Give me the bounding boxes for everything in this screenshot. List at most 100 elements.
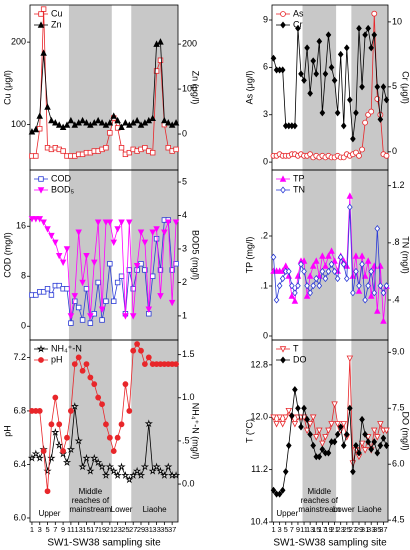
marker — [319, 440, 326, 448]
legend-label: BOD₅ — [51, 184, 75, 194]
y2-tick-label: 6.0 — [392, 459, 405, 469]
marker — [377, 282, 384, 290]
marker — [334, 109, 341, 117]
marker — [122, 313, 129, 320]
marker — [301, 404, 307, 412]
marker — [87, 374, 94, 381]
marker — [304, 282, 310, 290]
marker — [103, 145, 109, 151]
marker — [75, 229, 82, 236]
x-tick-label: 33 — [152, 525, 160, 534]
marker — [343, 275, 350, 283]
y-tick-label: 0 — [263, 156, 268, 166]
legend-marker — [280, 356, 286, 364]
marker — [91, 259, 98, 267]
marker — [126, 408, 133, 414]
region-label: mainstream — [69, 505, 111, 514]
marker — [371, 427, 378, 435]
y-tick-label: 8 — [21, 271, 26, 281]
y-tick-label: 11.2 — [251, 464, 268, 474]
y2-tick-label: 1.5 — [182, 349, 195, 359]
marker — [169, 267, 175, 273]
y2-tick-label: 7.5 — [392, 403, 405, 413]
marker — [83, 286, 90, 292]
marker — [352, 252, 360, 259]
marker — [130, 347, 137, 354]
marker — [319, 445, 326, 453]
marker — [56, 282, 62, 289]
x-tick-label: 31 — [145, 525, 153, 534]
marker — [60, 148, 66, 154]
legend-label: pH — [51, 354, 63, 364]
marker — [44, 286, 51, 292]
region-label: Upper — [39, 509, 61, 518]
marker — [328, 421, 335, 428]
marker — [55, 252, 63, 260]
series-line — [31, 406, 177, 481]
x-tick-label: 15 — [312, 525, 320, 534]
marker — [377, 421, 384, 428]
x-tick-label: 35 — [160, 525, 168, 534]
marker — [140, 462, 149, 471]
marker — [325, 449, 332, 457]
marker — [173, 361, 179, 367]
marker — [334, 430, 341, 438]
marker — [56, 421, 63, 428]
x-tick-label: 29 — [355, 525, 363, 534]
marker — [63, 121, 71, 128]
marker — [102, 219, 110, 226]
marker — [292, 386, 298, 394]
marker — [322, 70, 329, 78]
marker — [362, 119, 369, 126]
marker — [356, 24, 362, 32]
marker — [118, 273, 125, 279]
marker — [74, 436, 83, 445]
marker — [350, 289, 356, 297]
y2-axis-label: TN (mg/l) — [401, 236, 410, 274]
marker — [137, 229, 145, 236]
marker — [40, 6, 47, 12]
marker — [270, 253, 277, 261]
marker — [367, 292, 375, 299]
y2-tick-label: 9.0 — [392, 347, 405, 357]
marker — [126, 219, 133, 226]
x-tick-label: 9 — [296, 525, 300, 534]
y2-tick-label: .8 — [392, 237, 400, 247]
marker — [374, 449, 381, 457]
legend-marker — [37, 21, 45, 28]
marker — [334, 275, 341, 283]
marker — [153, 236, 160, 242]
marker — [71, 361, 78, 367]
marker — [98, 119, 106, 126]
y-tick-label: .1 — [260, 280, 268, 290]
marker — [122, 119, 129, 126]
marker — [70, 402, 79, 410]
marker — [32, 216, 40, 223]
y2-tick-label: .4 — [392, 294, 400, 304]
marker — [307, 289, 313, 297]
marker — [111, 298, 117, 304]
marker — [337, 253, 344, 261]
marker — [67, 313, 75, 320]
marker — [68, 320, 74, 326]
marker — [307, 89, 313, 97]
marker — [365, 282, 371, 290]
marker — [364, 434, 372, 441]
x-tick-label: 13 — [75, 525, 83, 534]
marker — [160, 471, 169, 479]
marker — [33, 292, 39, 298]
marker — [149, 149, 156, 156]
marker — [301, 267, 307, 275]
marker — [304, 44, 310, 52]
y-tick-label: 6 — [263, 62, 268, 72]
marker — [295, 404, 301, 412]
marker — [374, 96, 381, 102]
marker — [101, 471, 111, 479]
marker — [306, 421, 314, 428]
y-axis-label: Cu (μg/l) — [2, 70, 12, 105]
x-tick-label: 37 — [379, 525, 387, 534]
region-label: Middle — [79, 487, 103, 496]
x-tick-label: 29 — [137, 525, 145, 534]
marker — [331, 257, 338, 264]
